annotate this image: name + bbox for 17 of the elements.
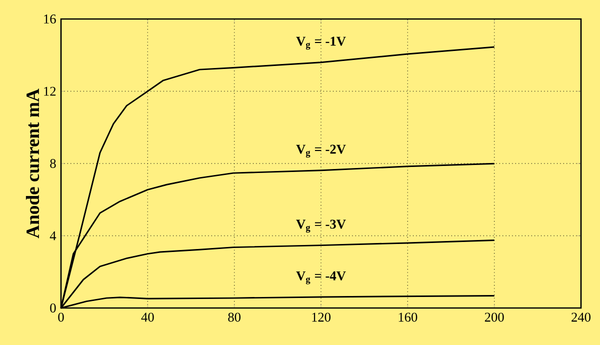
x-tick-label: 240 bbox=[572, 312, 590, 322]
y-tick-label: 4 bbox=[50, 231, 56, 240]
text: V$_{g}$ = -2V bbox=[296, 144, 346, 158]
y-axis-title: Anode current mA bbox=[26, 88, 40, 238]
x-tick-label: 120 bbox=[312, 312, 331, 322]
y-tick-label: 12 bbox=[44, 86, 56, 96]
y-tick-label: 8 bbox=[50, 158, 56, 168]
text: V$_{g}$ = -4V bbox=[296, 271, 346, 284]
text: V$_{g}$ = -1V bbox=[296, 36, 346, 50]
y-tick-label: 16 bbox=[44, 14, 56, 24]
x-tick-label: 80 bbox=[228, 312, 241, 322]
x-tick-label: 0 bbox=[58, 312, 64, 322]
x-tick-label: 40 bbox=[141, 312, 154, 322]
x-tick-label: 160 bbox=[398, 312, 418, 322]
text: V$_{g}$ = -3V bbox=[296, 220, 346, 233]
y-tick-label: 0 bbox=[50, 303, 56, 312]
x-tick-label: 200 bbox=[484, 312, 504, 322]
